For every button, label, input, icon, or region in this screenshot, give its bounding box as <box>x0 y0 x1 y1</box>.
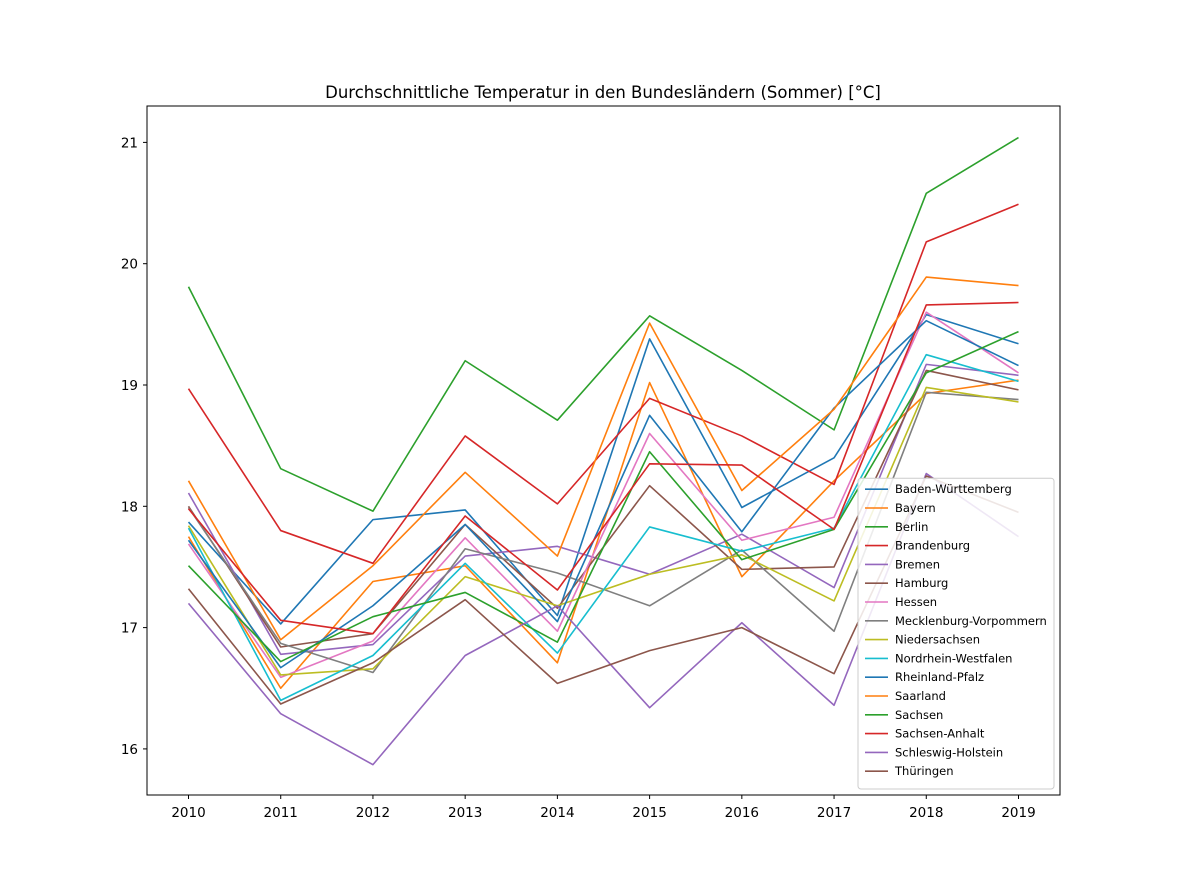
series-line <box>187 301 1019 635</box>
x-tick-label: 2018 <box>909 805 943 821</box>
series-line <box>187 363 1019 656</box>
x-tick-label: 2011 <box>264 805 298 821</box>
legend-entry-label: Thüringen <box>894 764 953 778</box>
legend-entry-label: Berlin <box>895 520 928 534</box>
series-line <box>187 330 1019 663</box>
legend-entry-label: Sachsen <box>895 708 943 722</box>
legend-entry-label: Hamburg <box>895 576 948 590</box>
y-tick-label: 16 <box>121 742 138 758</box>
series-line <box>187 276 1019 641</box>
legend-entry-label: Bremen <box>895 557 940 571</box>
y-tick-label: 19 <box>121 378 138 394</box>
y-tick-label: 18 <box>121 499 138 515</box>
x-tick-label: 2016 <box>725 805 759 821</box>
series-line <box>187 353 1019 702</box>
legend-entry-label: Schleswig-Holstein <box>895 745 1003 759</box>
series-line <box>187 136 1019 512</box>
x-tick-label: 2013 <box>448 805 482 821</box>
y-tick-label: 21 <box>121 135 138 151</box>
x-tick-label: 2019 <box>1001 805 1035 821</box>
chart-title: Durchschnittliche Temperatur in den Bund… <box>325 83 881 102</box>
y-tick-label: 20 <box>121 257 138 273</box>
x-tick-label: 2010 <box>171 805 205 821</box>
legend-entry-label: Bayern <box>895 501 936 515</box>
legend-entry-label: Sachsen-Anhalt <box>895 727 985 741</box>
legend-entry-label: Niedersachsen <box>895 633 980 647</box>
x-axis: 2010 2011 2012 2013 2014 2015 2016 2017 2018 2019 <box>171 795 1036 821</box>
legend-entry-label: Mecklenburg-Vorpommern <box>895 614 1047 628</box>
series-line <box>187 313 1019 625</box>
x-tick-label: 2017 <box>817 805 851 821</box>
series-line <box>187 379 1019 690</box>
legend-entry-label: Saarland <box>895 689 946 703</box>
legend: Baden-Württemberg Bayern Berlin Brandenburg… <box>857 477 1055 790</box>
plot-frame <box>146 105 1061 796</box>
legend-entry-label: Hessen <box>895 595 937 609</box>
y-axis: 16 17 18 19 20 21 <box>121 135 147 758</box>
legend-entry-label: Nordrhein-Westfalen <box>895 651 1012 665</box>
series-line <box>187 311 1019 679</box>
legend-box <box>857 477 1055 790</box>
x-tick-label: 2014 <box>540 805 574 821</box>
series-line <box>187 203 1019 565</box>
legend-entry-label: Rheinland-Pfalz <box>895 670 984 684</box>
x-tick-label: 2012 <box>356 805 390 821</box>
x-tick-label: 2015 <box>632 805 666 821</box>
y-tick-label: 17 <box>121 621 138 637</box>
series-line <box>187 319 1019 669</box>
legend-entry-label: Brandenburg <box>895 539 970 553</box>
legend-entry-label: Baden-Württemberg <box>895 482 1012 496</box>
